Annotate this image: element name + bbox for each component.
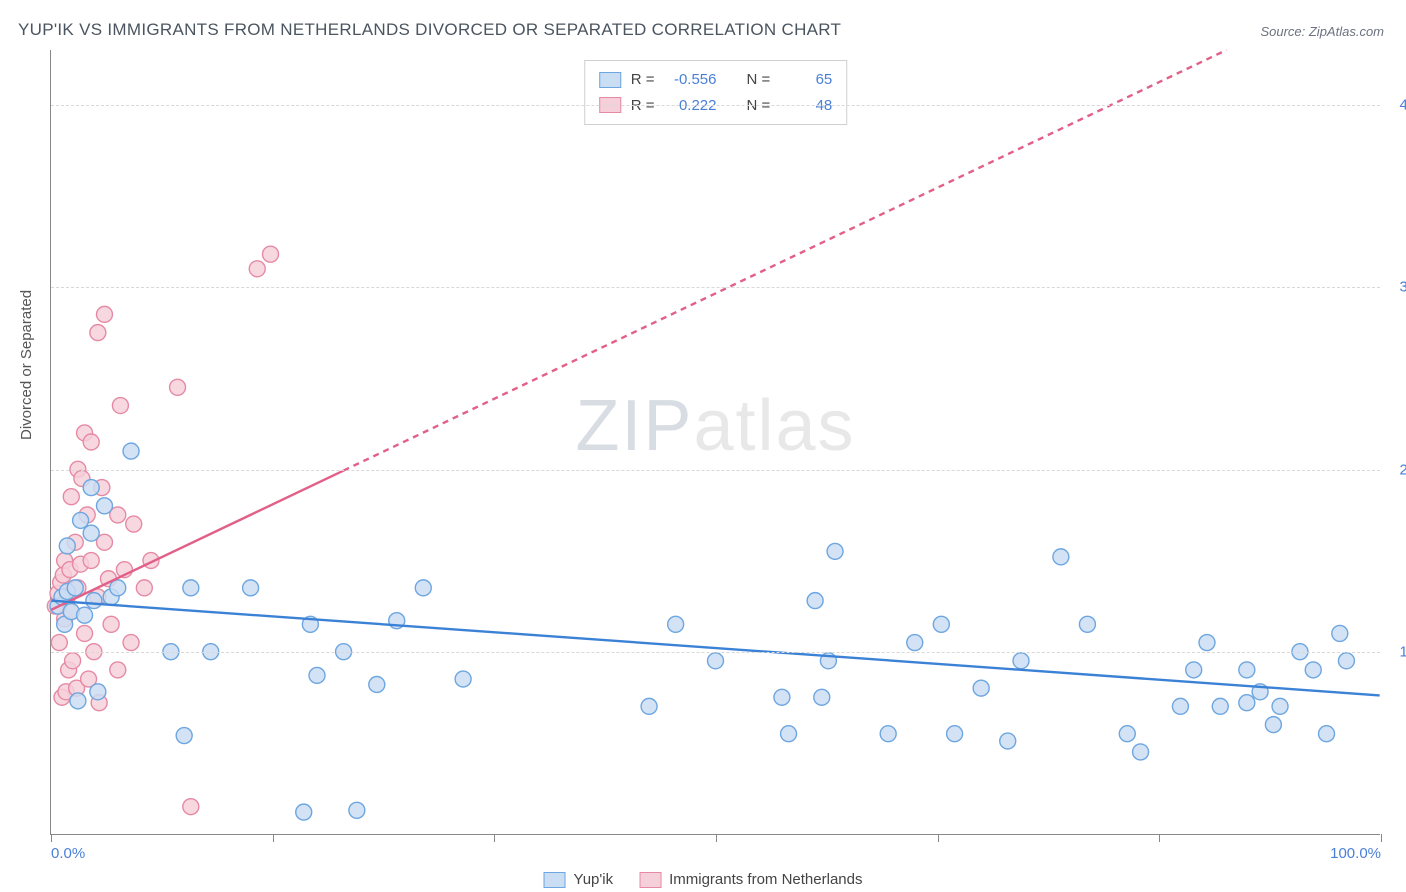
legend-item-series1: Yup'ik bbox=[544, 871, 614, 888]
scatter-plot-svg bbox=[51, 50, 1380, 834]
correlation-stats-box: R = -0.556 N = 65 R = 0.222 N = 48 bbox=[584, 60, 848, 125]
y-tick-label: 30.0% bbox=[1386, 279, 1406, 296]
n-label: N = bbox=[747, 67, 771, 93]
y-tick-label: 20.0% bbox=[1386, 461, 1406, 478]
stats-row-series1: R = -0.556 N = 65 bbox=[599, 67, 833, 93]
x-tick bbox=[1381, 834, 1382, 842]
gridline-h bbox=[51, 470, 1380, 471]
x-tick bbox=[938, 834, 939, 842]
gridline-h bbox=[51, 105, 1380, 106]
n-value-series1: 65 bbox=[780, 67, 832, 93]
x-tick bbox=[51, 834, 52, 842]
gridline-h bbox=[51, 652, 1380, 653]
source-attribution: Source: ZipAtlas.com bbox=[1260, 24, 1384, 39]
x-tick-label: 0.0% bbox=[51, 845, 85, 862]
r-value-series1: -0.556 bbox=[665, 67, 717, 93]
r-label: R = bbox=[631, 67, 655, 93]
chart-title: YUP'IK VS IMMIGRANTS FROM NETHERLANDS DI… bbox=[18, 20, 841, 40]
y-axis-label: Divorced or Separated bbox=[18, 290, 35, 440]
legend-swatch-series1 bbox=[544, 872, 566, 888]
y-tick-label: 40.0% bbox=[1386, 96, 1406, 113]
swatch-series1 bbox=[599, 72, 621, 88]
gridline-h bbox=[51, 287, 1380, 288]
legend-label-series1: Yup'ik bbox=[574, 871, 614, 888]
x-tick bbox=[1159, 834, 1160, 842]
x-tick-label: 100.0% bbox=[1330, 845, 1381, 862]
legend: Yup'ik Immigrants from Netherlands bbox=[544, 871, 863, 888]
x-tick bbox=[273, 834, 274, 842]
x-tick bbox=[716, 834, 717, 842]
y-tick-label: 10.0% bbox=[1386, 644, 1406, 661]
chart-plot-area: ZIPatlas R = -0.556 N = 65 R = 0.222 N =… bbox=[50, 50, 1380, 835]
legend-label-series2: Immigrants from Netherlands bbox=[669, 871, 862, 888]
x-tick bbox=[494, 834, 495, 842]
legend-item-series2: Immigrants from Netherlands bbox=[639, 871, 862, 888]
legend-swatch-series2 bbox=[639, 872, 661, 888]
